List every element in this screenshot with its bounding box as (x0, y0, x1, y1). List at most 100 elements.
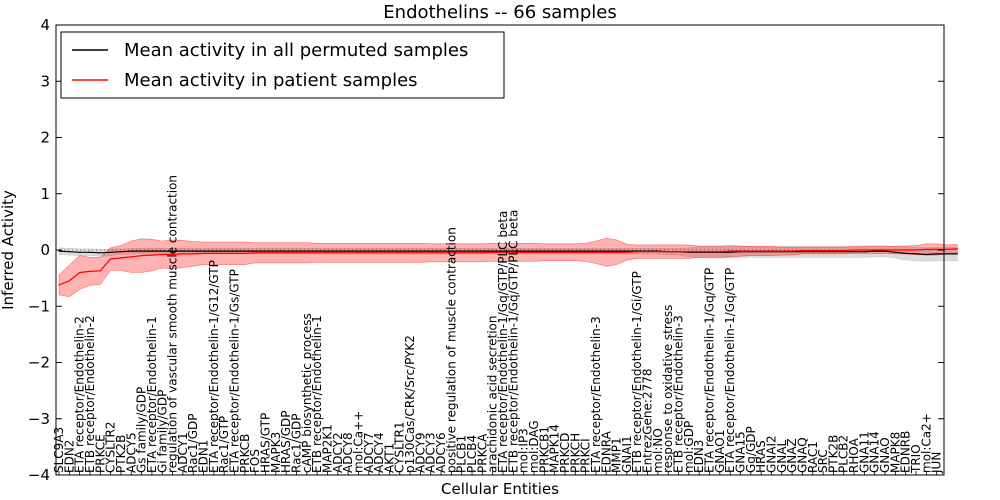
data-point (223, 250, 225, 252)
data-point (832, 251, 835, 253)
x-tick-label: mol:IP3 (517, 428, 531, 473)
x-tick-label: RHOA (847, 437, 861, 473)
data-point (203, 250, 205, 252)
y-tick-label: 0 (40, 241, 50, 259)
x-tick-label: EDN2 (62, 440, 76, 473)
x-tick-label: TRIO (909, 444, 923, 474)
data-point (337, 252, 339, 254)
data-point (151, 250, 153, 252)
data-point (461, 252, 463, 254)
x-tick-label: ADCY9 (413, 432, 427, 473)
data-point (812, 250, 814, 252)
data-point (440, 250, 442, 252)
x-tick-label: GNAO (878, 437, 892, 473)
data-point (110, 258, 112, 260)
data-point (605, 251, 607, 253)
data-point (172, 253, 174, 256)
x-tick-label: ADCY6 (434, 432, 448, 473)
x-tick-label: ADCY3 (424, 432, 438, 473)
x-tick-label: GNAI2 (765, 435, 779, 473)
data-point (182, 250, 184, 252)
data-point (388, 252, 390, 254)
data-point (130, 250, 132, 252)
x-tick-label: regulation of vascular smooth muscle con… (166, 175, 180, 473)
y-tick-label: −4 (28, 466, 50, 484)
x-tick-label: Rac1/GDP (186, 414, 200, 473)
data-point (89, 251, 91, 253)
data-point (440, 252, 442, 254)
data-point (925, 248, 927, 250)
data-point (264, 250, 267, 252)
data-point (471, 250, 473, 252)
x-tick-label: RAC1 (806, 441, 820, 473)
data-point (698, 251, 700, 253)
x-tick-label: ETB receptor/Endothelin-2 (83, 315, 97, 473)
data-point (626, 251, 628, 253)
data-point (285, 250, 287, 252)
data-point (172, 250, 174, 252)
data-point (192, 253, 194, 255)
data-point (295, 252, 298, 254)
x-tick-label: GNA15 (734, 431, 748, 473)
data-point (161, 250, 163, 252)
data-point (254, 250, 256, 252)
data-point (306, 250, 308, 252)
x-tick-label: arachidonic acid secretion (486, 316, 500, 473)
x-tick-label: ADCY2 (331, 432, 345, 473)
data-point (68, 280, 70, 282)
x-tick-label: FOS (248, 449, 262, 473)
data-point (79, 271, 81, 274)
x-tick-label: PRKCD (558, 433, 572, 473)
data-point (481, 252, 483, 254)
data-point (89, 270, 91, 272)
data-point (233, 250, 236, 252)
x-tick-label: ETB receptor/Endothelin-1 (310, 315, 324, 473)
x-tick-label: MAPK14 (548, 424, 562, 473)
data-point (357, 252, 359, 254)
x-tick-label: positive regulation of muscle contractio… (444, 227, 458, 473)
x-tick-label: mol:Ca++ (351, 411, 365, 473)
data-point (471, 252, 473, 254)
data-point (843, 251, 845, 253)
data-point (616, 251, 618, 253)
data-point (492, 251, 494, 253)
data-point (58, 250, 60, 252)
data-point (863, 251, 866, 253)
data-point (729, 250, 731, 252)
data-point (657, 251, 659, 253)
data-point (708, 251, 711, 253)
data-point (130, 256, 132, 258)
legend-label: Mean activity in patient samples (124, 70, 418, 91)
x-tick-label: GNAQ (795, 437, 809, 473)
data-point (275, 252, 277, 254)
data-point (585, 250, 587, 252)
x-tick-label: PTK2B (826, 435, 840, 473)
data-point (378, 250, 380, 252)
data-point (956, 248, 958, 250)
x-tick-label: GNA11 (857, 431, 871, 473)
x-tick-label: EDN1 (197, 440, 211, 473)
data-point (905, 252, 907, 254)
data-point (874, 249, 876, 251)
legend-box (60, 31, 505, 99)
data-point (368, 252, 370, 254)
data-point (481, 250, 483, 252)
y-tick-label: −1 (28, 297, 50, 315)
x-tick-label: PRKCB (238, 434, 252, 473)
data-point (182, 253, 184, 255)
data-point (99, 270, 101, 272)
data-point (430, 250, 432, 252)
data-point (233, 252, 236, 254)
x-tick-label: ETA receptor/Endothelin-1 (145, 316, 159, 473)
x-tick-label: Gq/GDP (744, 426, 758, 473)
data-point (264, 252, 267, 254)
x-tick-label: ETA receptor/Endothelin-1/Gq/GTP/PLC bet… (496, 211, 510, 473)
data-point (915, 253, 917, 255)
data-point (120, 257, 122, 259)
data-point (378, 252, 380, 254)
data-point (141, 250, 143, 252)
data-point (450, 252, 452, 254)
x-tick-label: PLCB4 (465, 435, 479, 473)
data-point (399, 252, 401, 254)
